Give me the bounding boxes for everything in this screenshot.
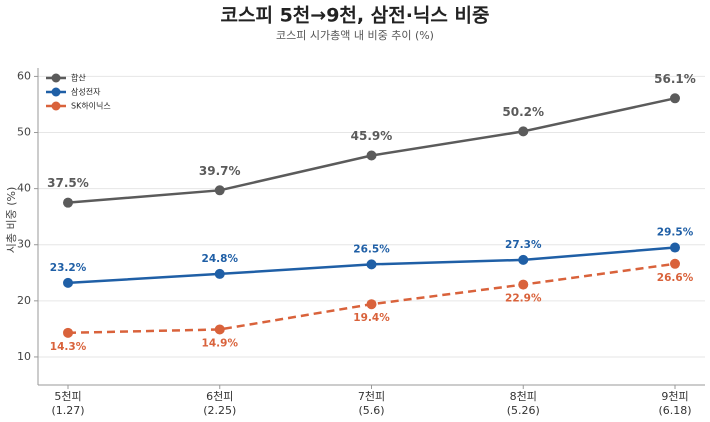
value-label: 24.8% bbox=[202, 253, 239, 265]
point bbox=[670, 258, 680, 269]
value-label: 14.9% bbox=[202, 337, 239, 349]
series-line bbox=[67, 97, 676, 204]
value-label: 27.3% bbox=[505, 239, 542, 251]
legend-label: 합산 bbox=[71, 73, 86, 83]
point bbox=[214, 185, 225, 196]
legend-marker bbox=[51, 87, 61, 97]
point bbox=[366, 259, 377, 270]
point bbox=[366, 299, 377, 310]
point bbox=[670, 93, 680, 104]
point bbox=[214, 268, 225, 279]
x-tick-label: 9천피 (6.18) bbox=[658, 390, 692, 417]
y-tick-label: 40 bbox=[17, 182, 31, 195]
value-label: 26.6% bbox=[657, 272, 694, 284]
value-label: 23.2% bbox=[50, 262, 87, 274]
chart-title: 코스피 5천→9천, 삼전·닉스 비중 bbox=[221, 5, 490, 27]
point bbox=[670, 242, 680, 253]
legend-marker bbox=[51, 73, 61, 83]
point bbox=[63, 277, 73, 288]
legend-label: 삼성전자 bbox=[71, 87, 101, 97]
chart-subtitle: 코스피 시가총액 내 비중 추이 (%) bbox=[276, 29, 434, 42]
legend-label: SK하이닉스 bbox=[71, 101, 111, 111]
value-label: 39.7% bbox=[199, 164, 241, 178]
value-label: 22.9% bbox=[505, 293, 542, 305]
y-tick-label: 30 bbox=[17, 238, 31, 251]
value-label: 45.9% bbox=[351, 129, 393, 143]
point bbox=[518, 279, 529, 290]
y-tick-label: 20 bbox=[17, 294, 31, 307]
value-label: 29.5% bbox=[657, 227, 694, 239]
x-tick-label: 6천피 (2.25) bbox=[203, 390, 237, 417]
point bbox=[518, 126, 529, 137]
point bbox=[63, 197, 73, 208]
value-label: 26.5% bbox=[353, 243, 390, 255]
value-label: 14.3% bbox=[50, 341, 87, 353]
point bbox=[214, 324, 225, 335]
y-tick-label: 10 bbox=[17, 350, 31, 363]
y-tick-label: 50 bbox=[17, 126, 31, 139]
legend-marker bbox=[51, 101, 61, 111]
y-tick-label: 60 bbox=[17, 69, 31, 82]
value-label: 37.5% bbox=[47, 176, 89, 190]
x-tick-label: 5천피 (1.27) bbox=[51, 390, 85, 417]
x-tick-label: 7천피 (5.6) bbox=[357, 390, 386, 417]
value-label: 56.1% bbox=[654, 72, 696, 86]
value-label: 19.4% bbox=[353, 312, 390, 324]
point bbox=[518, 254, 529, 265]
point bbox=[366, 150, 377, 161]
y-axis-label: 시총 비중 (%) bbox=[5, 187, 18, 254]
point bbox=[63, 327, 73, 338]
value-label: 50.2% bbox=[502, 105, 544, 119]
x-tick-label: 8천피 (5.26) bbox=[506, 390, 540, 417]
